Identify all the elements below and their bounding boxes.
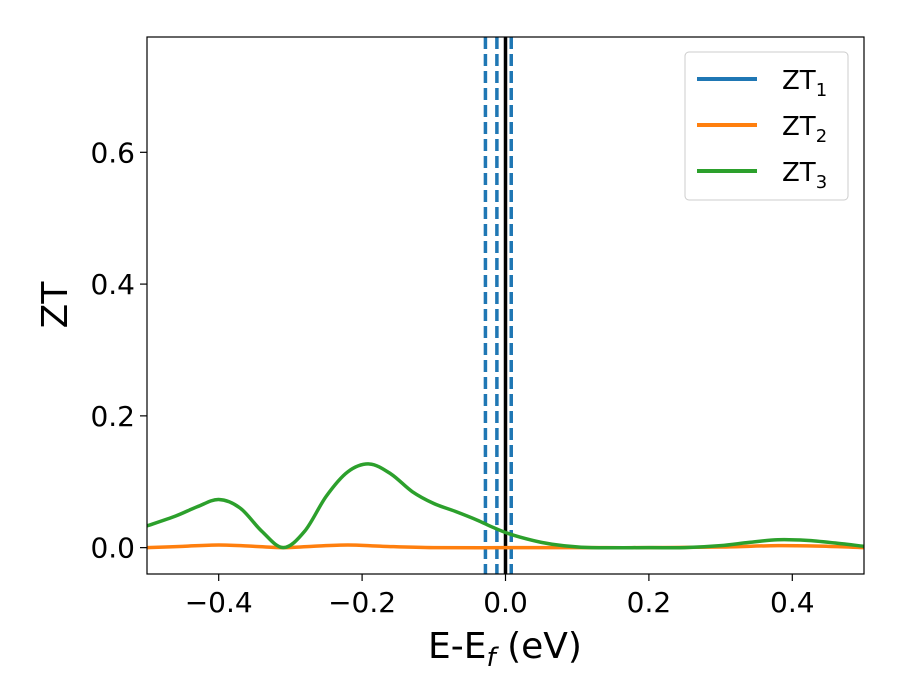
y-axis-ticks: 0.0 0.2 0.4 0.6 bbox=[90, 136, 147, 565]
x-tick-label: 0.4 bbox=[770, 586, 815, 619]
legend-label-1: ZT1 bbox=[782, 66, 827, 101]
legend-label-2: ZT2 bbox=[782, 112, 827, 147]
x-tick-label: 0.2 bbox=[627, 586, 672, 619]
y-tick-label: 0.4 bbox=[90, 268, 135, 301]
series-layer bbox=[147, 462, 864, 550]
y-tick-label: 0.6 bbox=[90, 136, 135, 169]
y-tick-label: 0.0 bbox=[90, 532, 135, 565]
x-axis-title: E-Ef (eV) bbox=[428, 626, 582, 673]
legend-label-3: ZT3 bbox=[782, 158, 827, 193]
y-axis-title: ZT bbox=[35, 281, 76, 329]
legend: ZT1 ZT2 ZT3 bbox=[684, 51, 849, 201]
series-line-3 bbox=[147, 462, 864, 550]
vertical-lines bbox=[483, 37, 513, 574]
x-tick-label: 0.0 bbox=[483, 586, 528, 619]
y-tick-label: 0.2 bbox=[90, 400, 135, 433]
series-line-2 bbox=[147, 543, 864, 550]
legend-frame bbox=[684, 51, 849, 201]
x-tick-label: −0.2 bbox=[328, 586, 396, 619]
x-axis-ticks: −0.4 −0.2 0.0 0.2 0.4 bbox=[185, 574, 815, 619]
x-tick-label: −0.4 bbox=[185, 586, 253, 619]
